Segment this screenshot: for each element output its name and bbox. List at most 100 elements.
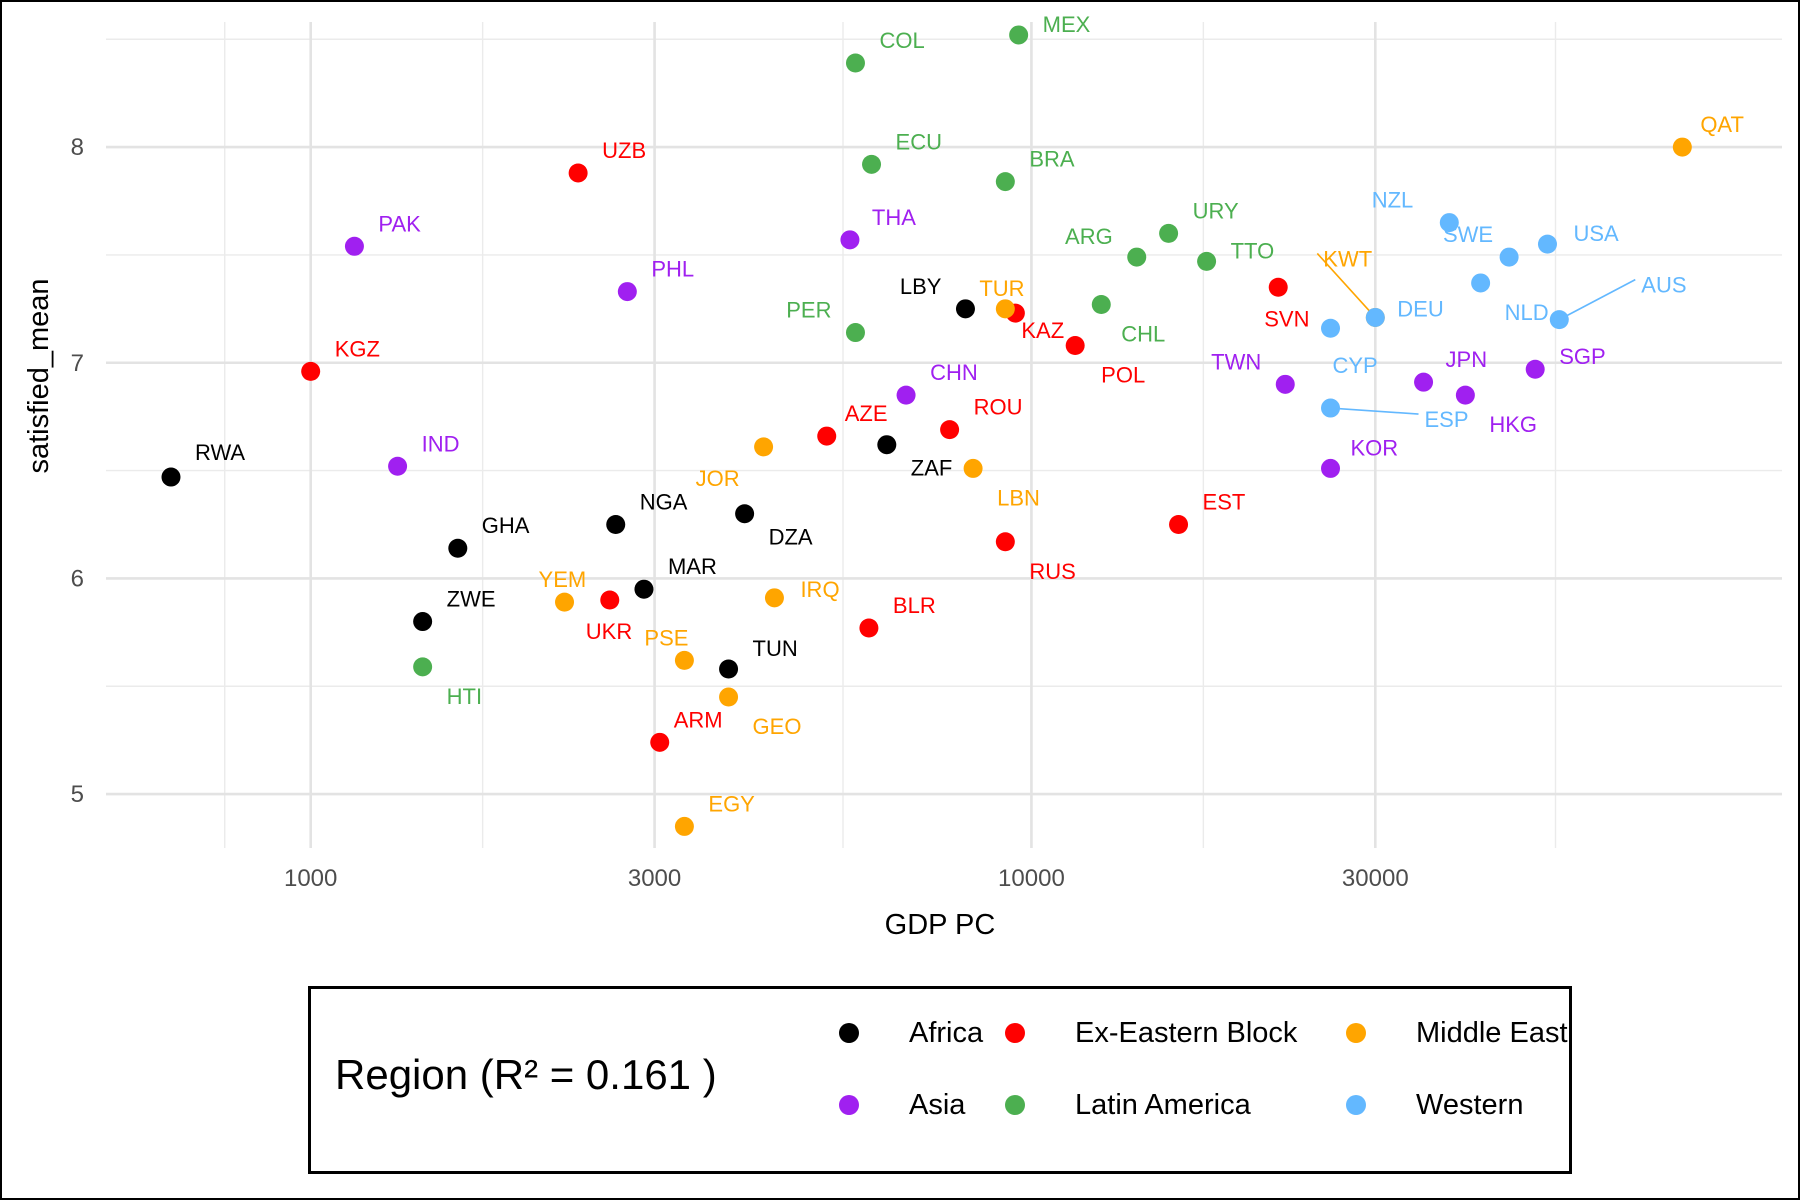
- point-label-pse: PSE: [644, 625, 688, 650]
- point-label-chn: CHN: [930, 360, 978, 385]
- point-label-hkg: HKG: [1489, 412, 1537, 437]
- point-label-deu: DEU: [1397, 296, 1443, 321]
- point-ury: [1159, 223, 1179, 243]
- point-label-lby: LBY: [900, 274, 942, 299]
- point-egy: [674, 816, 694, 836]
- point-rwa: [161, 467, 181, 487]
- point-label-chl: CHL: [1121, 322, 1165, 347]
- point-label-pak: PAK: [378, 211, 421, 236]
- point-label-per: PER: [786, 298, 831, 323]
- x-tick-label: 3000: [628, 865, 681, 892]
- point-label-arm: ARM: [674, 707, 723, 732]
- point-label-kgz: KGZ: [335, 336, 380, 361]
- point-label-sgp: SGP: [1559, 344, 1605, 369]
- point-label-nzl: NZL: [1372, 188, 1414, 213]
- point-ukr: [600, 590, 620, 610]
- point-label-swe: SWE: [1443, 222, 1493, 247]
- leader-line-esp: [1330, 407, 1419, 415]
- point-cyp: [1321, 318, 1341, 338]
- point-label-svn: SVN: [1264, 306, 1309, 331]
- point-label-gha: GHA: [482, 513, 530, 538]
- point-kor: [1321, 458, 1341, 478]
- tick-layer: 1000 3000 10000 30000 5 6 7 8: [71, 134, 1409, 892]
- point-aze: [817, 426, 837, 446]
- point-label-twn: TWN: [1211, 349, 1261, 374]
- point-qat: [1672, 137, 1692, 157]
- point-ind: [388, 456, 408, 476]
- point-usa: [1537, 234, 1557, 254]
- point-deu: [1365, 307, 1385, 327]
- point-kgz: [301, 361, 321, 381]
- point-label-yem: YEM: [539, 567, 587, 592]
- point-label-cyp: CYP: [1333, 353, 1378, 378]
- legend-label: Latin America: [1075, 1088, 1251, 1121]
- point-label-kwt: KWT: [1323, 246, 1372, 271]
- x-tick-label: 10000: [998, 865, 1065, 892]
- point-esp: [1321, 398, 1341, 418]
- point-aus: [1549, 310, 1569, 330]
- point-label-kaz: KAZ: [1021, 318, 1064, 343]
- point-rou: [940, 420, 960, 440]
- point-swe: [1499, 247, 1519, 267]
- y-axis-title: satisfied_mean: [23, 278, 55, 473]
- point-label-arg: ARG: [1065, 224, 1113, 249]
- legend-item-western: Western: [1346, 1085, 1523, 1125]
- legend: Region (R² = 0.161 ) Africa Ex-Eastern Bl…: [308, 986, 1572, 1174]
- point-label-nld: NLD: [1505, 300, 1549, 325]
- point-label-mex: MEX: [1043, 12, 1091, 37]
- legend-dot: [1346, 1023, 1366, 1043]
- point-pse: [674, 650, 694, 670]
- point-chl: [1091, 295, 1111, 315]
- legend-item-asia: Asia: [839, 1085, 965, 1125]
- point-label-bra: BRA: [1029, 147, 1075, 172]
- point-tun: [719, 659, 739, 679]
- point-tha: [840, 230, 860, 250]
- point-yem: [555, 592, 575, 612]
- leader-line-kwt: [1316, 252, 1376, 318]
- point-chn: [896, 385, 916, 405]
- point-ecu: [862, 154, 882, 174]
- point-blr: [859, 618, 879, 638]
- point-zaf: [877, 435, 897, 455]
- point-lby: [955, 299, 975, 319]
- point-rus: [995, 532, 1015, 552]
- legend-item-ex-eastern-block: Ex-Eastern Block: [1005, 1013, 1297, 1053]
- point-label-zaf: ZAF: [911, 456, 953, 481]
- point-hti: [413, 657, 433, 677]
- point-twn: [1275, 374, 1295, 394]
- point-label-tur: TUR: [979, 276, 1024, 301]
- point-label-pol: POL: [1101, 362, 1145, 387]
- y-tick-label: 5: [71, 781, 84, 808]
- point-label-mar: MAR: [668, 554, 717, 579]
- y-tick-label: 6: [71, 565, 84, 592]
- legend-dot: [1005, 1023, 1025, 1043]
- grid-layer: [106, 22, 1782, 848]
- point-label-geo: GEO: [753, 714, 802, 739]
- point-label-rou: ROU: [974, 395, 1023, 420]
- legend-label: Ex-Eastern Block: [1075, 1016, 1298, 1049]
- legend-item-middle-east: Middle East: [1346, 1013, 1568, 1053]
- point-tto: [1197, 251, 1217, 271]
- legend-item-africa: Africa: [839, 1013, 983, 1053]
- point-lbn: [963, 458, 983, 478]
- point-label-rus: RUS: [1029, 559, 1075, 584]
- point-arg: [1127, 247, 1147, 267]
- x-tick-label: 1000: [284, 865, 337, 892]
- point-gha: [448, 538, 468, 558]
- legend-dot: [1346, 1095, 1366, 1115]
- legend-label: Africa: [909, 1016, 984, 1049]
- point-est: [1169, 515, 1189, 535]
- point-pol: [1065, 335, 1085, 355]
- legend-dot: [1005, 1095, 1025, 1115]
- legend-label: Asia: [909, 1088, 966, 1121]
- legend-label: Middle East: [1416, 1016, 1568, 1049]
- point-label-ecu: ECU: [896, 129, 942, 154]
- point-label-lbn: LBN: [997, 485, 1040, 510]
- point-mex: [1009, 25, 1029, 45]
- point-label-dza: DZA: [769, 525, 813, 550]
- point-label-nga: NGA: [640, 490, 688, 515]
- point-label-aze: AZE: [845, 401, 888, 426]
- point-irq: [764, 588, 784, 608]
- point-label-ukr: UKR: [586, 619, 632, 644]
